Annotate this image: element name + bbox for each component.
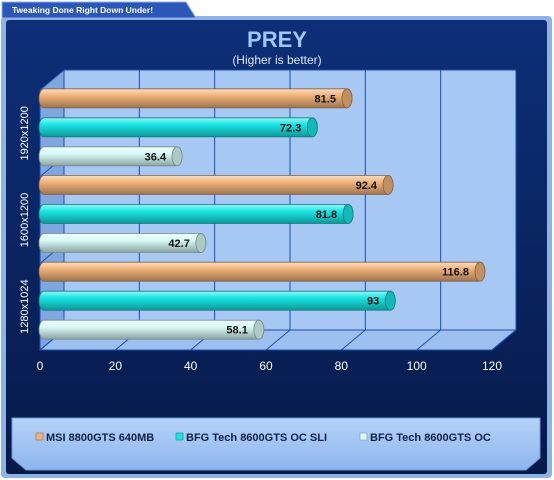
legend-box	[11, 417, 541, 471]
bar-cap	[342, 204, 354, 224]
bar-value-label: 93	[367, 296, 379, 308]
floor-gridline	[416, 329, 441, 351]
bar-body	[38, 290, 396, 311]
floor-gridline	[341, 329, 366, 351]
bar-body	[38, 204, 354, 224]
x-tick-label: 20	[109, 359, 123, 373]
bar-cap	[341, 88, 353, 109]
bar-value-label: 42.7	[168, 238, 189, 250]
legend-swatch	[175, 432, 184, 441]
x-tick-label: 100	[407, 359, 427, 373]
bar: 36.4	[38, 146, 183, 167]
bar: 116.8	[38, 261, 486, 282]
bars: 81.5 72.3 36.4 92.4 81.8 42.7 116.8 93 58.1	[38, 88, 486, 340]
bar-cap	[384, 290, 396, 311]
x-tick-label: 80	[335, 359, 349, 373]
bar-cap	[382, 175, 394, 195]
bar: 81.8	[38, 204, 354, 224]
bar-value-label: 81.8	[316, 209, 337, 221]
bar: 58.1	[38, 319, 265, 340]
legend-swatch	[359, 432, 368, 441]
bar: 42.7	[38, 233, 207, 253]
bar-cap	[474, 261, 486, 282]
bar: 81.5	[38, 88, 353, 109]
legend-item: MSI 8800GTS 640MB	[35, 432, 154, 444]
bar: 92.4	[38, 175, 394, 195]
y-category-label: 1920x1200	[19, 106, 31, 160]
bar-cap	[306, 117, 318, 138]
bar-value-label: 116.8	[442, 267, 469, 279]
legend-item: BFG Tech 8600GTS OC SLI	[175, 432, 327, 444]
bar-body	[38, 88, 353, 109]
x-axis-ticks: 0 20 40 60 80 100 120	[37, 359, 503, 373]
bar-body	[38, 117, 318, 138]
bar-value-label: 81.5	[315, 93, 336, 105]
bar-value-label: 72.3	[280, 122, 301, 134]
bar-body	[38, 175, 394, 195]
chart-title: PREY	[247, 27, 307, 52]
legend-label: BFG Tech 8600GTS OC	[370, 432, 491, 444]
y-axis-categories: 1920x1200 1600x1200 1280x1024	[19, 106, 31, 334]
chart-subtitle: (Higher is better)	[232, 53, 321, 67]
banner-tab	[1, 1, 197, 19]
x-tick-label: 120	[482, 359, 502, 373]
legend: MSI 8800GTS 640MB BFG Tech 8600GTS OC SLI…	[11, 417, 541, 471]
bar-cap	[171, 146, 183, 167]
legend-label: MSI 8800GTS 640MB	[46, 432, 154, 444]
bar: 93	[38, 290, 396, 311]
bar-cap	[253, 319, 265, 340]
y-category-label: 1280x1024	[19, 279, 31, 333]
bar-body	[38, 261, 486, 282]
floor-gridline	[265, 329, 291, 351]
bar-value-label: 36.4	[145, 151, 167, 163]
x-tick-label: 60	[259, 359, 273, 373]
x-tick-label: 0	[37, 359, 44, 373]
legend-swatch	[35, 432, 44, 441]
x-tick-label: 40	[184, 359, 198, 373]
legend-item: BFG Tech 8600GTS OC	[359, 432, 491, 444]
legend-label: BFG Tech 8600GTS OC SLI	[186, 432, 327, 444]
floor-gridline	[491, 329, 517, 351]
banner-text: Tweaking Done Right Down Under!	[12, 5, 153, 15]
bar-value-label: 58.1	[226, 325, 247, 337]
bar: 72.3	[38, 117, 318, 138]
bar-cap	[195, 233, 207, 253]
y-category-label: 1600x1200	[19, 193, 31, 247]
bar-value-label: 92.4	[356, 180, 378, 192]
